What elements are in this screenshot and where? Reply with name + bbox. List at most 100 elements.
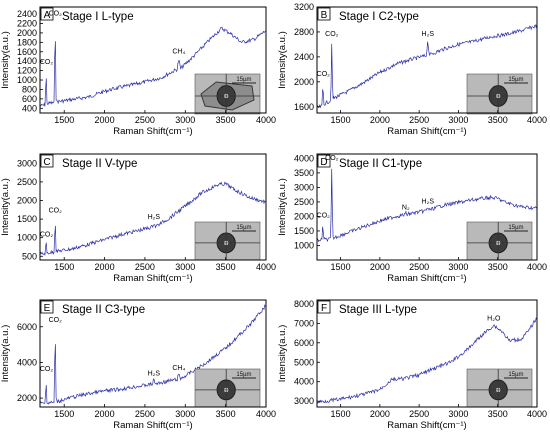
panel-title: Stage I C2-type bbox=[339, 11, 419, 23]
panel-title: Stage II C3-type bbox=[62, 304, 145, 316]
y-axis-label: Intensity(a.u.) bbox=[277, 178, 288, 236]
y-tick-label: 500 bbox=[22, 251, 37, 261]
y-tick-label: 1000 bbox=[17, 233, 37, 243]
x-tick-label: 3500 bbox=[216, 409, 236, 419]
x-tick-label: 2000 bbox=[370, 409, 390, 419]
y-tick-label: 4000 bbox=[294, 153, 314, 163]
x-tick-label: 4000 bbox=[256, 409, 276, 419]
y-tick-label: 4000 bbox=[17, 357, 37, 367]
y-tick-label: 1500 bbox=[17, 214, 37, 224]
x-tick-label: 3000 bbox=[448, 262, 468, 272]
y-axis-label: Intensity(a.u.) bbox=[277, 31, 288, 89]
plot-frame bbox=[39, 153, 267, 261]
spectrum-panel-c: 15µm 1500 2000 2500 3000 3500 4000 500 1000 1500 2… bbox=[0, 153, 276, 284]
x-tick-label: 2500 bbox=[409, 409, 429, 419]
panel-letter: D bbox=[320, 157, 327, 168]
peak-label: CO₂ bbox=[325, 155, 339, 162]
y-tick-label: 2000 bbox=[17, 28, 37, 38]
y-tick-label: 1600 bbox=[17, 47, 37, 57]
x-tick-label: 3000 bbox=[175, 409, 195, 419]
y-tick-label: 3000 bbox=[17, 158, 37, 168]
spectrum-panel-f: 15µm 1500 2000 2500 3000 3500 4000 3000 4000 5000… bbox=[277, 299, 547, 431]
x-tick-label: 1500 bbox=[54, 262, 74, 272]
x-tick-label: 2500 bbox=[135, 262, 155, 272]
panel-letter-box bbox=[317, 300, 331, 314]
y-tick-label: 7000 bbox=[294, 318, 314, 328]
peak-label: CO₂ bbox=[40, 366, 54, 373]
x-tick-label: 4000 bbox=[527, 115, 547, 125]
panel-letter: F bbox=[321, 303, 327, 314]
y-axis-label: Intensity(a.u.) bbox=[0, 178, 11, 236]
panel-title: Stage II C1-type bbox=[339, 158, 422, 170]
y-tick-label: 1600 bbox=[294, 102, 314, 112]
x-tick-label: 3000 bbox=[448, 115, 468, 125]
y-axis-label: Intensity(a.u.) bbox=[277, 325, 288, 383]
y-tick-label: 2800 bbox=[294, 27, 314, 37]
y-tick-label: 600 bbox=[22, 94, 37, 104]
panel-letter-box bbox=[40, 7, 54, 21]
peak-label: CO₂ bbox=[40, 231, 54, 238]
peak-label: H₂S bbox=[148, 214, 161, 221]
y-tick-label: 1000 bbox=[17, 75, 37, 85]
plot-frame bbox=[316, 299, 538, 408]
panel-title: Stage I L-type bbox=[62, 11, 134, 23]
x-tick-label: 2000 bbox=[95, 409, 115, 419]
x-axis-label: Raman Shift(cm⁻¹) bbox=[113, 273, 192, 284]
peak-label: CO₂ bbox=[49, 317, 63, 324]
scale-bar-label: 15µm bbox=[236, 225, 251, 231]
x-tick-label: 2000 bbox=[95, 262, 115, 272]
scale-bar-label: 15µm bbox=[508, 372, 523, 378]
x-tick-label: 4000 bbox=[527, 409, 547, 419]
y-tick-label: 2400 bbox=[294, 52, 314, 62]
scale-bar-label: 15µm bbox=[236, 77, 251, 83]
peak-label: CO₂ bbox=[49, 208, 63, 215]
y-tick-label: 6000 bbox=[294, 338, 314, 348]
y-tick-label: 2000 bbox=[17, 393, 37, 403]
x-axis-label: Raman Shift(cm⁻¹) bbox=[387, 273, 466, 284]
peak-label: CO₂ bbox=[317, 71, 331, 78]
x-tick-label: 1500 bbox=[331, 262, 351, 272]
x-tick-label: 3500 bbox=[216, 262, 236, 272]
panel-letter: A bbox=[44, 10, 51, 21]
plot-frame bbox=[316, 153, 538, 261]
x-axis-label: Raman Shift(cm⁻¹) bbox=[387, 420, 466, 431]
y-tick-label: 3200 bbox=[294, 2, 314, 12]
peak-label: CO₂ bbox=[317, 212, 331, 219]
y-tick-label: 2000 bbox=[17, 195, 37, 205]
x-tick-label: 2000 bbox=[95, 115, 115, 125]
peak-label: CO₂ bbox=[49, 10, 63, 17]
panel-letter: B bbox=[321, 10, 328, 21]
plot-frame bbox=[39, 299, 267, 408]
y-tick-label: 3000 bbox=[294, 182, 314, 192]
y-tick-label: 8000 bbox=[294, 299, 314, 309]
spectrum-series-line bbox=[39, 26, 266, 107]
peak-label: H₂S bbox=[422, 31, 435, 38]
x-tick-label: 1500 bbox=[54, 115, 74, 125]
scale-bar-label: 15µm bbox=[508, 77, 523, 83]
x-tick-label: 3000 bbox=[175, 115, 195, 125]
y-tick-label: 3500 bbox=[294, 168, 314, 178]
panel-title: Stage II V-type bbox=[62, 158, 137, 170]
spectrum-series-line bbox=[316, 168, 538, 243]
y-tick-label: 5000 bbox=[294, 357, 314, 367]
y-tick-label: 2000 bbox=[294, 77, 314, 87]
y-tick-label: 400 bbox=[22, 103, 37, 113]
x-tick-label: 3500 bbox=[488, 409, 508, 419]
spectrum-series-line bbox=[316, 317, 538, 404]
scale-bar-label: 15µm bbox=[508, 225, 523, 231]
peak-label: H₂O bbox=[487, 315, 501, 322]
x-axis-label: Raman Shift(cm⁻¹) bbox=[113, 420, 192, 431]
plot-frame bbox=[316, 6, 538, 114]
x-tick-label: 3500 bbox=[488, 262, 508, 272]
panel-letter: C bbox=[43, 157, 50, 168]
y-axis-label: Intensity(a.u.) bbox=[0, 325, 11, 383]
y-tick-label: 800 bbox=[22, 84, 37, 94]
spectrum-series-line bbox=[316, 24, 538, 109]
y-tick-label: 2500 bbox=[294, 197, 314, 207]
y-tick-label: 1500 bbox=[294, 226, 314, 236]
x-axis-label: Raman Shift(cm⁻¹) bbox=[387, 126, 466, 137]
peak-label: H₂S bbox=[422, 198, 435, 205]
scale-bar-label: 15µm bbox=[236, 372, 251, 378]
panel-title: Stage III L-type bbox=[339, 304, 417, 316]
x-tick-label: 2500 bbox=[409, 262, 429, 272]
